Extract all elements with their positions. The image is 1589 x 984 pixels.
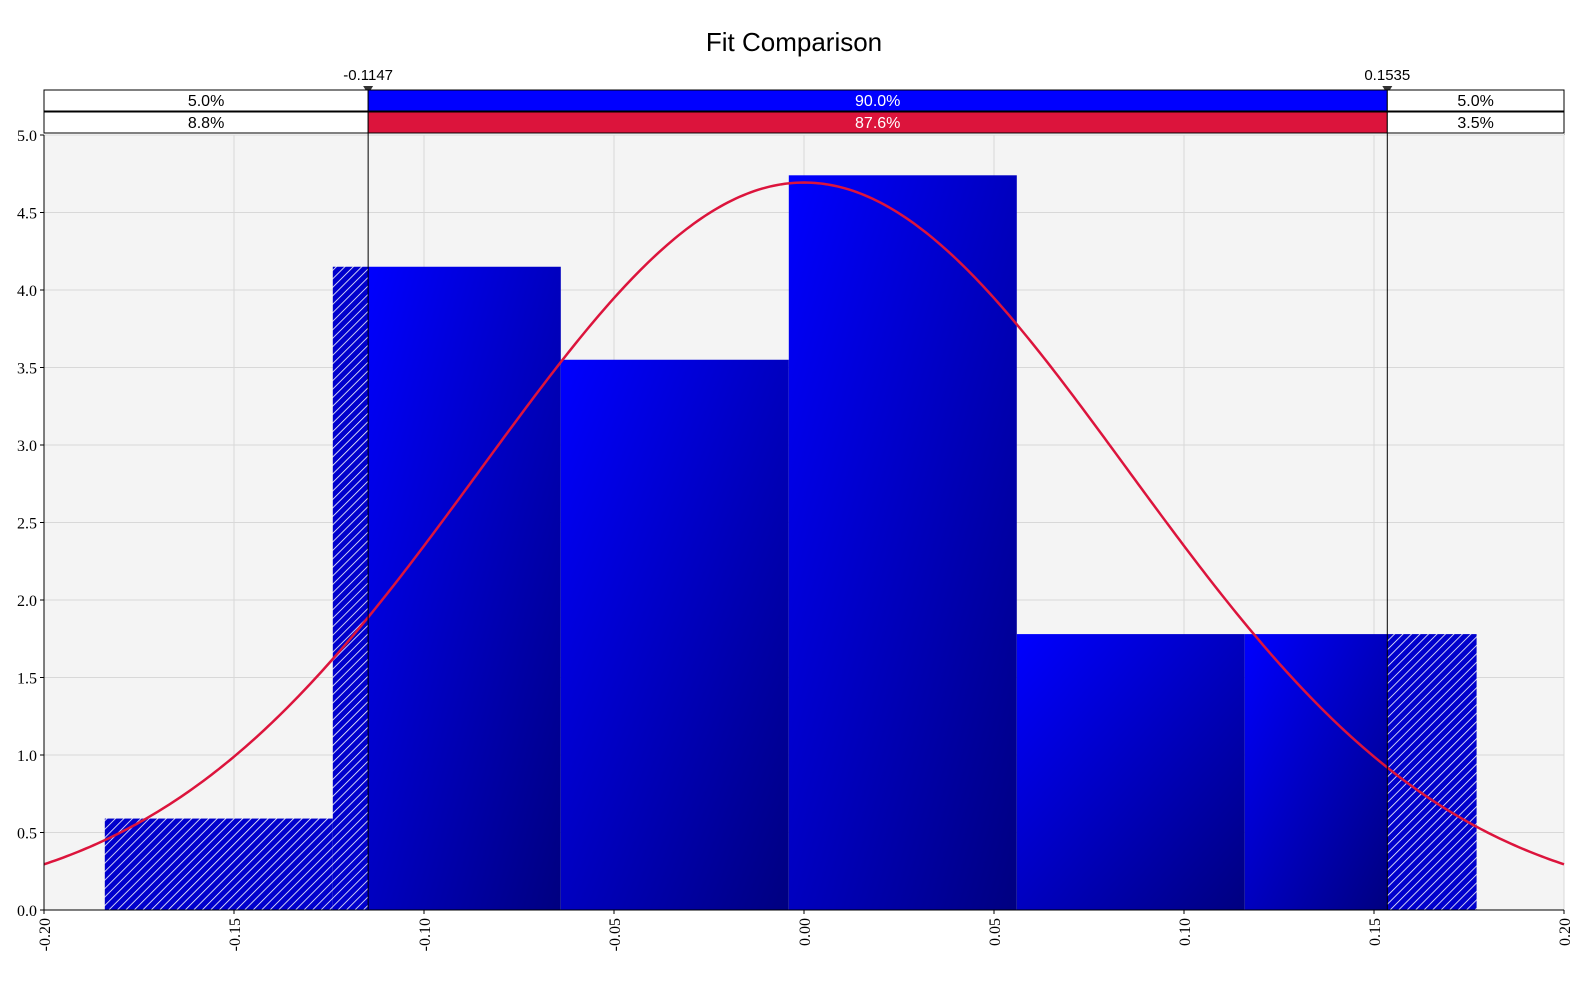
x-tick-label: -0.20 — [37, 918, 54, 951]
delimiter-label: 0.1535 — [1364, 67, 1410, 84]
histogram-bar — [788, 175, 1017, 911]
y-tick-label: 0.0 — [17, 903, 37, 920]
y-tick-label: 4.5 — [17, 206, 37, 223]
x-tick-label: -0.15 — [227, 918, 244, 951]
x-tick-label: 0.00 — [797, 918, 814, 946]
band-right-cell — [1386, 111, 1565, 134]
histogram-bar — [368, 266, 561, 910]
y-tick-label: 2.5 — [17, 516, 37, 533]
x-tick-label: 0.20 — [1557, 918, 1574, 946]
band-middle-label: 87.6% — [855, 115, 900, 132]
x-tick-label: -0.05 — [607, 918, 624, 951]
fit-curve — [43, 181, 1565, 866]
histogram-bar — [332, 266, 369, 910]
histogram-bar — [560, 359, 789, 910]
y-tick-label: 1.5 — [17, 671, 37, 688]
histogram-bars — [104, 175, 1477, 911]
probability-bands: 5.0% 90.0% 5.0% 8.8% 87.6% 3.5% — [43, 89, 1565, 134]
y-tick-label: 4.0 — [17, 283, 37, 300]
histogram-bar — [1016, 634, 1245, 910]
x-tick-label: 0.15 — [1367, 918, 1384, 946]
band-right-label: 3.5% — [1457, 115, 1493, 132]
fit-curve-line — [43, 181, 1565, 866]
delimiter-label: -0.1147 — [343, 67, 393, 84]
x-tick-label: 0.05 — [987, 918, 1004, 946]
x-tick-label: -0.10 — [417, 918, 434, 951]
y-tick-label: 3.0 — [17, 438, 37, 455]
band-right-cell — [1386, 89, 1565, 112]
y-tick-label: 5.0 — [17, 128, 37, 145]
histogram-bar — [1387, 634, 1477, 910]
band-middle-label: 90.0% — [855, 93, 900, 110]
y-tick-label: 3.5 — [17, 361, 37, 378]
y-tick-label: 2.0 — [17, 593, 37, 610]
band-left-label: 5.0% — [188, 93, 224, 110]
x-tick-label: 0.10 — [1177, 918, 1194, 946]
y-tick-label: 0.5 — [17, 826, 37, 843]
histogram-bar — [1244, 634, 1388, 910]
band-left-label: 8.8% — [188, 115, 224, 132]
band-right-label: 5.0% — [1457, 93, 1493, 110]
y-tick-label: 1.0 — [17, 748, 37, 765]
histogram-bar — [104, 818, 333, 910]
axes: 0.0 0.5 1.0 1.5 2.0 2.5 3.0 3.5 4.0 4.5 5.0 -0.20 -0… — [17, 128, 1574, 951]
chart-title: Fit Comparison — [706, 27, 882, 57]
